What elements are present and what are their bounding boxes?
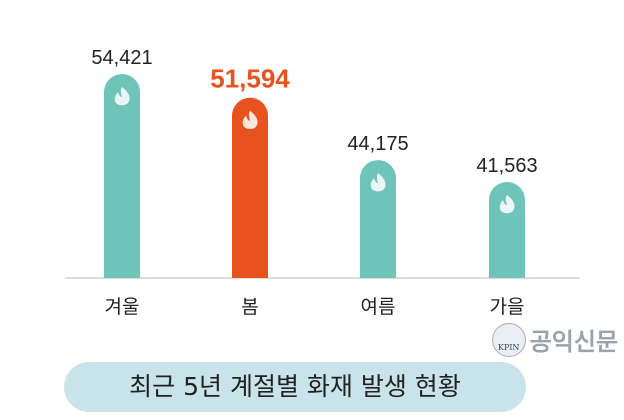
value-label: 51,594: [210, 64, 290, 94]
fire-icon: [499, 195, 515, 214]
value-label: 41,563: [476, 155, 537, 177]
bar: [489, 182, 525, 278]
watermark: KPIN 공익신문: [491, 322, 618, 357]
fire-icon: [242, 110, 258, 129]
category-label: 여름: [361, 296, 396, 318]
watermark-logo: KPIN: [491, 322, 526, 357]
chart-title: 최근 5년 계절별 화재 발생 현황: [129, 372, 461, 401]
value-label: 44,175: [347, 133, 408, 155]
title-pill: [64, 362, 526, 412]
bar-chart: 54,421 겨울 51,594 봄 44,175 여름 41,563 가을: [65, 47, 580, 318]
bar: [360, 160, 396, 278]
watermark-text: 공익신문: [529, 328, 618, 356]
category-label: 겨울: [105, 296, 140, 318]
bar: [104, 74, 140, 278]
bar: [232, 97, 268, 278]
value-label: 54,421: [91, 47, 152, 69]
fire-icon: [370, 173, 386, 192]
fire-icon: [114, 87, 130, 106]
category-label: 봄: [241, 296, 258, 318]
category-label: 가을: [490, 296, 525, 318]
